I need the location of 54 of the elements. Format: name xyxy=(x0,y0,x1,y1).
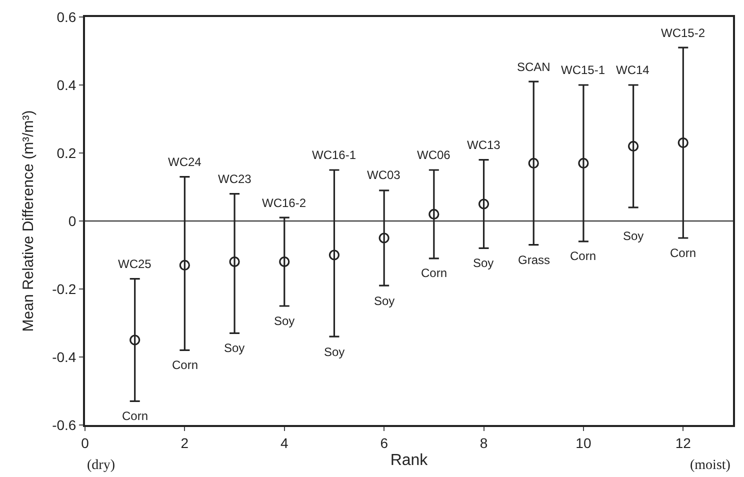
x-tick-label: 6 xyxy=(380,434,388,451)
point xyxy=(229,256,240,268)
annotation: Corn xyxy=(421,266,448,280)
annotation: Soy xyxy=(473,256,494,270)
x-axis-title: Rank xyxy=(390,452,429,469)
annotation: Corn xyxy=(172,358,198,372)
annotation: WC13 xyxy=(467,138,501,152)
point xyxy=(428,208,440,220)
annotation: Soy xyxy=(374,294,395,308)
annotation: WC23 xyxy=(218,172,252,186)
x-tick-label: 10 xyxy=(576,434,592,451)
annotation: Corn xyxy=(122,409,148,423)
y-tick-label: 0.6 xyxy=(56,8,76,25)
annotation: Corn xyxy=(570,249,596,263)
annotation: Soy xyxy=(324,345,345,359)
point xyxy=(528,158,539,168)
annotation: Soy xyxy=(224,341,245,355)
annotation: WC16-1 xyxy=(312,148,356,162)
text: (moist) xyxy=(690,458,731,473)
annotation: WC03 xyxy=(367,168,401,182)
annotation: WC06 xyxy=(417,148,451,162)
annotation: Grass xyxy=(518,253,550,267)
point xyxy=(328,250,340,260)
point xyxy=(130,334,140,346)
annotation: SCAN xyxy=(517,60,550,74)
x-tick-label: 0 xyxy=(81,434,90,451)
text: (dry) xyxy=(87,458,116,473)
y-tick-label: -0.6 xyxy=(52,416,76,433)
y-tick-label: -0.4 xyxy=(52,348,76,365)
point xyxy=(628,140,639,152)
y-tick-label: 0.4 xyxy=(56,76,76,93)
y-tick-label: 0 xyxy=(68,212,76,229)
annotation: WC14 xyxy=(616,63,650,77)
annotation: WC25 xyxy=(118,257,152,271)
x-tick-label: 4 xyxy=(280,434,288,451)
x-tick-label: 8 xyxy=(480,434,488,451)
annotation: Soy xyxy=(274,314,295,328)
annotation: WC16-2 xyxy=(262,196,306,210)
annotation: WC15-2 xyxy=(661,26,706,40)
y-axis-title: Mean Relative Difference (m³/m³) xyxy=(20,110,37,332)
y-tick-label: 0.2 xyxy=(56,144,76,161)
point xyxy=(678,138,688,148)
x-tick-label: 12 xyxy=(675,434,692,451)
point xyxy=(478,198,490,210)
annotation: Soy xyxy=(623,229,644,243)
point xyxy=(179,260,190,270)
point xyxy=(279,256,290,268)
y-tick-label: -0.2 xyxy=(52,280,76,297)
annotation: WC15-1 xyxy=(561,63,606,77)
x-tick-label: 2 xyxy=(180,434,189,451)
annotation: WC24 xyxy=(168,155,202,169)
point xyxy=(578,158,589,168)
annotation: Corn xyxy=(670,246,696,260)
point xyxy=(378,232,390,244)
